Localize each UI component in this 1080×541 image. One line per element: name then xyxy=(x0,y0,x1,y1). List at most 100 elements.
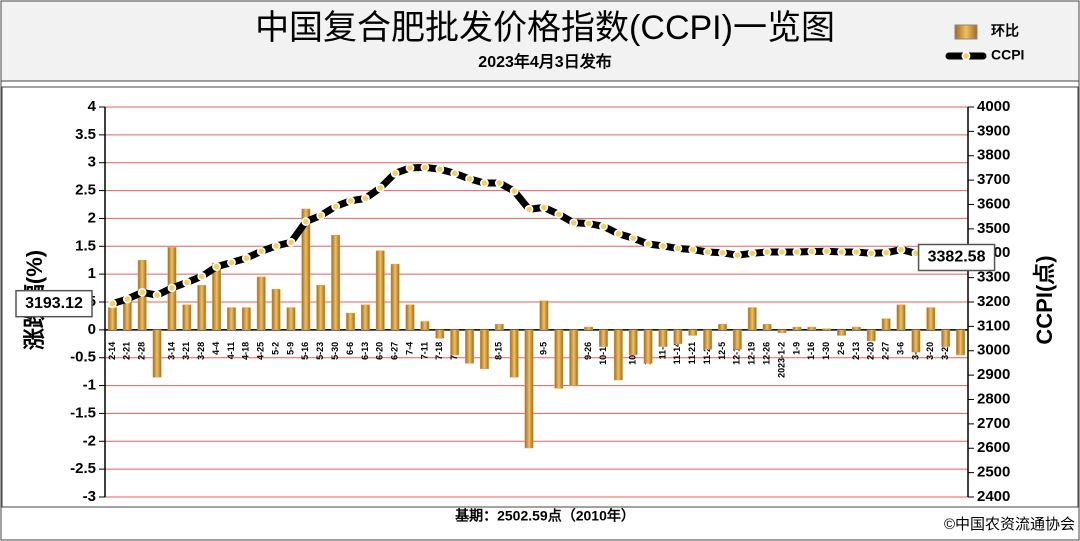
y2-tick-label: 2900 xyxy=(977,366,1010,383)
y-tick-label: 2 xyxy=(88,209,96,226)
y2-tick-label: 3300 xyxy=(977,269,1010,286)
bar xyxy=(405,304,415,331)
marker xyxy=(539,203,549,212)
x-tick-label: 9-26 xyxy=(583,342,593,360)
y2-tick-label: 3700 xyxy=(977,171,1010,188)
chart-subtitle: 2023年4月3日发布 xyxy=(478,52,611,71)
y2-tick-label: 4000 xyxy=(977,98,1010,115)
y2-tick-label: 3800 xyxy=(977,147,1010,164)
bar xyxy=(316,285,326,331)
bar xyxy=(673,329,683,345)
y-tick-label: 1 xyxy=(88,265,96,282)
x-tick-label: 1-9 xyxy=(791,342,801,355)
marker xyxy=(762,247,772,257)
header xyxy=(0,0,1080,82)
legend-marker xyxy=(961,51,971,61)
marker xyxy=(866,248,876,258)
marker xyxy=(331,202,341,211)
x-tick-label: 6-20 xyxy=(375,342,385,360)
bar xyxy=(569,329,579,386)
x-tick-label: 6-27 xyxy=(390,342,400,360)
x-tick-label: 11-7 xyxy=(657,342,667,360)
marker xyxy=(688,245,698,254)
marker xyxy=(256,246,266,256)
marker xyxy=(703,247,713,257)
marker xyxy=(420,163,430,172)
marker xyxy=(837,247,846,257)
marker xyxy=(316,211,326,220)
x-tick-label: 2-21 xyxy=(122,342,132,360)
x-tick-label: 5-16 xyxy=(300,342,310,360)
marker xyxy=(643,239,653,249)
x-tick-label: 9-5 xyxy=(538,342,548,355)
legend-label: 环比 xyxy=(991,23,1019,39)
x-tick-label: 5-2 xyxy=(270,342,280,355)
marker xyxy=(271,241,281,251)
y2-axis-label: CCPI(点) xyxy=(1032,255,1057,344)
y2-tick-label: 2500 xyxy=(977,464,1010,481)
marker xyxy=(137,287,147,297)
marker xyxy=(554,209,564,219)
marker xyxy=(658,241,668,251)
marker xyxy=(122,294,132,304)
bar xyxy=(956,329,965,356)
callout-box xyxy=(917,243,996,272)
x-tick-label: 4-11 xyxy=(226,342,236,360)
x-tick-label: 12-12 xyxy=(732,342,742,365)
credit: ©中国农资流通协会 xyxy=(944,516,1075,533)
x-tick-label: 12-5 xyxy=(717,342,727,360)
bar xyxy=(926,307,936,331)
bar xyxy=(509,329,519,378)
x-tick-label: 2-6 xyxy=(836,342,846,355)
x-tick-label: 2-28 xyxy=(137,342,147,360)
marker xyxy=(108,299,117,309)
bar xyxy=(524,329,534,449)
marker xyxy=(807,247,817,256)
bar xyxy=(420,321,430,331)
x-tick-label: 2-13 xyxy=(851,342,861,360)
y-tick-label: 1.5 xyxy=(75,237,96,254)
y-tick-label: 0 xyxy=(88,321,96,338)
x-tick-label: 7-4 xyxy=(404,342,414,355)
marker xyxy=(182,278,192,287)
x-tick-label: 3-14 xyxy=(166,342,176,360)
marker xyxy=(450,168,460,178)
bar xyxy=(584,326,593,331)
y2-tick-label: 2600 xyxy=(977,439,1010,456)
y2-tick-label: 3100 xyxy=(977,317,1010,334)
y-tick-label: -1 xyxy=(83,377,96,394)
marker xyxy=(747,248,757,258)
bar xyxy=(777,329,787,333)
marker xyxy=(613,229,623,239)
bar xyxy=(554,329,564,389)
bar xyxy=(792,326,802,331)
marker xyxy=(375,183,385,193)
y-tick-label: -0.5 xyxy=(70,349,96,366)
marker xyxy=(480,178,489,188)
marker xyxy=(673,243,683,253)
x-tick-label: 3-6 xyxy=(895,342,905,355)
x-tick-label: 2-14 xyxy=(107,342,117,360)
x-tick-label: 5-23 xyxy=(315,342,325,360)
x-tick-label: 11-28 xyxy=(702,342,712,365)
bar xyxy=(108,307,117,331)
data-label: 3193.12 xyxy=(25,295,83,312)
marker xyxy=(405,163,415,173)
marker xyxy=(792,247,802,257)
bar xyxy=(494,324,504,331)
legend-swatch xyxy=(954,24,978,40)
x-tick-label: 6-6 xyxy=(345,342,355,355)
x-tick-label: 10-10 xyxy=(598,342,608,365)
bar xyxy=(851,326,861,331)
marker xyxy=(896,245,906,254)
marker xyxy=(241,253,251,263)
y-tick-label: 3 xyxy=(88,154,96,171)
marker xyxy=(197,272,207,281)
marker xyxy=(509,186,519,196)
y-tick-label: -3 xyxy=(83,488,96,505)
x-tick-label: 1-30 xyxy=(821,342,831,360)
bar xyxy=(197,285,207,331)
bar xyxy=(896,304,906,331)
bar xyxy=(286,307,296,331)
bar xyxy=(747,307,757,331)
